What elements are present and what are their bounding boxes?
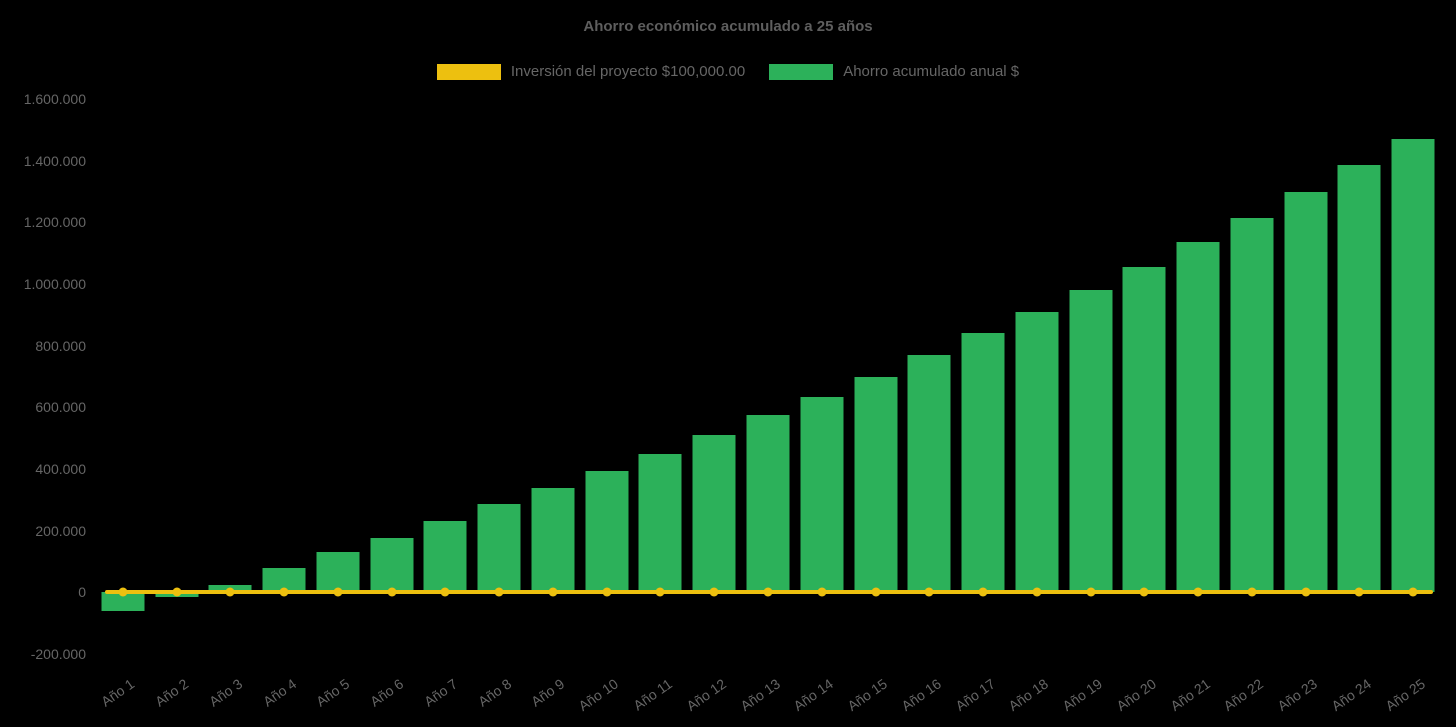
- y-tick-label: 0: [78, 584, 86, 601]
- legend-item-investment: Inversión del proyecto $100,000.00: [436, 63, 746, 80]
- bar-año-18: [1015, 311, 1059, 593]
- x-tick-label: Año 7: [420, 675, 461, 710]
- x-tick-label: Año 11: [630, 675, 676, 714]
- bar-año-17: [961, 333, 1005, 593]
- investment-line-marker: [440, 587, 450, 597]
- legend: Inversión del proyecto $100,000.00 Ahorr…: [0, 63, 1456, 80]
- chart-title: Ahorro económico acumulado a 25 años: [583, 18, 873, 35]
- savings-legend-label: Ahorro acumulado anual $: [843, 63, 1020, 80]
- bar-año-5: [316, 552, 360, 593]
- x-tick-label: Año 10: [575, 675, 622, 715]
- investment-line-marker: [387, 587, 397, 597]
- bar-año-14: [800, 396, 844, 593]
- bar-año-1: [101, 592, 145, 611]
- bar-año-6: [370, 538, 414, 593]
- x-tick-label: Año 3: [205, 675, 245, 710]
- investment-line-marker: [871, 587, 881, 597]
- investment-line-marker: [817, 587, 827, 597]
- legend-item-savings: Ahorro acumulado anual $: [769, 63, 1019, 80]
- plot-area: [96, 99, 1440, 654]
- investment-line-marker: [655, 587, 665, 597]
- y-tick-label: 400.000: [35, 461, 86, 477]
- x-tick-label: Año 25: [1382, 675, 1428, 715]
- y-tick-label: 1.600.000: [23, 91, 86, 107]
- bar-año-9: [531, 487, 575, 593]
- y-tick-label: -200.000: [30, 646, 86, 662]
- y-tick-label: 1.400.000: [23, 152, 86, 169]
- x-axis: Año 1 Año 2 Año 3 Año 4 Año 5 Año 6 Año 7 Año 8…: [96, 674, 1440, 726]
- investment-line-marker: [333, 587, 343, 597]
- bar-año-20: [1122, 267, 1166, 593]
- investment-line-marker: [1032, 587, 1042, 597]
- investment-line-marker: [279, 587, 289, 597]
- bar-año-19: [1069, 290, 1113, 593]
- investment-line-marker: [602, 587, 612, 597]
- y-tick-label: 600.000: [35, 399, 86, 416]
- x-tick-label: Año 20: [1113, 675, 1159, 715]
- x-tick-label: Año 13: [737, 675, 783, 715]
- bar-año-15: [854, 376, 898, 593]
- bar-año-21: [1176, 242, 1220, 593]
- x-tick-label: Año 6: [367, 675, 407, 710]
- bar-año-8: [477, 504, 521, 593]
- bar-año-24: [1337, 165, 1381, 593]
- x-tick-label: Año 5: [313, 675, 353, 710]
- investment-line-marker: [172, 587, 182, 597]
- y-tick-label: 800.000: [35, 337, 86, 354]
- investment-line-marker: [978, 587, 988, 597]
- bar-año-13: [746, 415, 790, 593]
- x-tick-label: Año 12: [683, 675, 729, 715]
- investment-line-marker: [225, 587, 235, 597]
- savings-legend-swatch: [769, 63, 834, 80]
- x-tick-label: Año 9: [528, 675, 568, 710]
- investment-line-marker: [1086, 587, 1096, 597]
- bar-año-22: [1230, 217, 1274, 593]
- x-tick-label: Año 21: [1167, 675, 1213, 715]
- x-tick-label: Año 22: [1220, 675, 1267, 715]
- investment-line-marker: [1193, 587, 1203, 597]
- x-tick-label: Año 1: [98, 675, 138, 710]
- x-tick-label: Año 18: [1005, 675, 1052, 715]
- bar-año-16: [907, 354, 951, 593]
- x-tick-label: Año 23: [1274, 675, 1321, 715]
- investment-line-marker: [1354, 587, 1364, 597]
- investment-line-marker: [709, 587, 719, 597]
- bar-año-23: [1284, 191, 1328, 593]
- x-tick-label: Año 16: [898, 675, 944, 715]
- x-tick-label: Año 19: [1059, 675, 1106, 715]
- investment-line-marker: [118, 587, 128, 597]
- y-tick-label: 1.000.000: [23, 276, 86, 292]
- y-tick-label: 1.200.000: [23, 214, 86, 231]
- x-tick-label: Año 14: [790, 675, 837, 715]
- x-tick-label: Año 15: [844, 675, 891, 715]
- x-tick-label: Año 8: [474, 675, 514, 710]
- investment-line-marker: [763, 587, 773, 597]
- x-tick-label: Año 17: [952, 675, 998, 715]
- investment-legend-swatch: [436, 63, 501, 80]
- y-axis: 1.600.000 1.400.000 1.200.000 1.000.000 800.…: [0, 91, 86, 662]
- investment-line-marker: [1301, 587, 1311, 597]
- investment-legend-label: Inversión del proyecto $100,000.00: [510, 63, 746, 80]
- investment-line-marker: [548, 587, 558, 597]
- y-tick-label: 200.000: [35, 522, 86, 539]
- bar-año-7: [423, 521, 467, 593]
- x-tick-label: Año 4: [259, 675, 299, 710]
- bar-año-11: [638, 453, 682, 593]
- bar-año-12: [692, 435, 736, 593]
- x-tick-label: Año 2: [152, 675, 192, 710]
- bar-año-25: [1391, 139, 1435, 593]
- investment-line-marker: [1247, 587, 1257, 597]
- bar-año-10: [585, 470, 629, 593]
- investment-line-marker: [1408, 587, 1418, 597]
- investment-line-marker: [494, 587, 504, 597]
- x-tick-label: Año 24: [1328, 675, 1374, 715]
- investment-line-marker: [924, 587, 934, 597]
- investment-line-marker: [1139, 587, 1149, 597]
